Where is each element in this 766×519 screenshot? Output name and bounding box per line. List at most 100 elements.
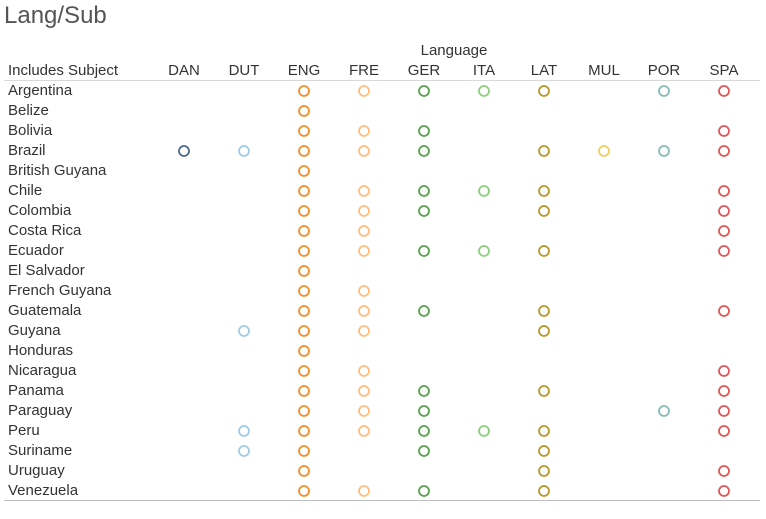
- mark-eng[interactable]: [298, 105, 310, 117]
- row-label: Venezuela: [8, 482, 79, 499]
- mark-eng[interactable]: [298, 365, 310, 377]
- mark-fre[interactable]: [358, 185, 370, 197]
- mark-eng[interactable]: [298, 325, 310, 337]
- mark-eng[interactable]: [298, 85, 310, 97]
- mark-spa[interactable]: [718, 225, 730, 237]
- mark-ger[interactable]: [418, 485, 430, 497]
- mark-eng[interactable]: [298, 345, 310, 357]
- mark-fre[interactable]: [358, 205, 370, 217]
- mark-ita[interactable]: [478, 245, 490, 257]
- column-label-dan: DAN: [168, 62, 200, 79]
- mark-ita[interactable]: [478, 425, 490, 437]
- mark-ger[interactable]: [418, 205, 430, 217]
- mark-spa[interactable]: [718, 145, 730, 157]
- mark-eng[interactable]: [298, 425, 310, 437]
- mark-lat[interactable]: [538, 485, 550, 497]
- mark-eng[interactable]: [298, 225, 310, 237]
- mark-eng[interactable]: [298, 245, 310, 257]
- mark-fre[interactable]: [358, 325, 370, 337]
- mark-spa[interactable]: [718, 245, 730, 257]
- mark-fre[interactable]: [358, 285, 370, 297]
- mark-eng[interactable]: [298, 125, 310, 137]
- mark-lat[interactable]: [538, 465, 550, 477]
- mark-fre[interactable]: [358, 365, 370, 377]
- mark-lat[interactable]: [538, 425, 550, 437]
- mark-eng[interactable]: [298, 465, 310, 477]
- mark-eng[interactable]: [298, 305, 310, 317]
- mark-eng[interactable]: [298, 485, 310, 497]
- mark-ger[interactable]: [418, 85, 430, 97]
- mark-eng[interactable]: [298, 385, 310, 397]
- mark-fre[interactable]: [358, 485, 370, 497]
- mark-lat[interactable]: [538, 325, 550, 337]
- mark-dut[interactable]: [238, 325, 250, 337]
- mark-fre[interactable]: [358, 305, 370, 317]
- mark-eng[interactable]: [298, 185, 310, 197]
- mark-ger[interactable]: [418, 425, 430, 437]
- row-label: Ecuador: [8, 242, 64, 259]
- mark-dan[interactable]: [178, 145, 190, 157]
- mark-spa[interactable]: [718, 365, 730, 377]
- row-label: Panama: [8, 382, 64, 399]
- mark-por[interactable]: [658, 405, 670, 417]
- mark-spa[interactable]: [718, 405, 730, 417]
- mark-ger[interactable]: [418, 305, 430, 317]
- mark-lat[interactable]: [538, 185, 550, 197]
- mark-ger[interactable]: [418, 245, 430, 257]
- mark-spa[interactable]: [718, 205, 730, 217]
- mark-por[interactable]: [658, 85, 670, 97]
- mark-ger[interactable]: [418, 125, 430, 137]
- mark-eng[interactable]: [298, 205, 310, 217]
- mark-spa[interactable]: [718, 485, 730, 497]
- mark-ger[interactable]: [418, 145, 430, 157]
- mark-dut[interactable]: [238, 445, 250, 457]
- row-label: El Salvador: [8, 262, 85, 279]
- mark-eng[interactable]: [298, 265, 310, 277]
- mark-spa[interactable]: [718, 385, 730, 397]
- mark-fre[interactable]: [358, 125, 370, 137]
- column-label-lat: LAT: [530, 62, 558, 79]
- mark-lat[interactable]: [538, 445, 550, 457]
- mark-fre[interactable]: [358, 405, 370, 417]
- mark-eng[interactable]: [298, 165, 310, 177]
- mark-spa[interactable]: [718, 305, 730, 317]
- mark-dut[interactable]: [238, 425, 250, 437]
- row-label: Guatemala: [8, 302, 82, 319]
- mark-ger[interactable]: [418, 445, 430, 457]
- mark-spa[interactable]: [718, 425, 730, 437]
- header-divider: [4, 80, 760, 81]
- mark-lat[interactable]: [538, 385, 550, 397]
- mark-fre[interactable]: [358, 85, 370, 97]
- mark-eng[interactable]: [298, 285, 310, 297]
- mark-fre[interactable]: [358, 245, 370, 257]
- mark-ger[interactable]: [418, 385, 430, 397]
- mark-ita[interactable]: [478, 85, 490, 97]
- mark-dut[interactable]: [238, 145, 250, 157]
- mark-fre[interactable]: [358, 225, 370, 237]
- row-label: Guyana: [8, 322, 61, 339]
- mark-ger[interactable]: [418, 185, 430, 197]
- mark-lat[interactable]: [538, 85, 550, 97]
- mark-lat[interactable]: [538, 305, 550, 317]
- mark-fre[interactable]: [358, 425, 370, 437]
- mark-eng[interactable]: [298, 145, 310, 157]
- mark-lat[interactable]: [538, 145, 550, 157]
- mark-lat[interactable]: [538, 205, 550, 217]
- mark-eng[interactable]: [298, 445, 310, 457]
- mark-por[interactable]: [658, 145, 670, 157]
- mark-ita[interactable]: [478, 185, 490, 197]
- mark-spa[interactable]: [718, 85, 730, 97]
- column-label-ger: GER: [407, 62, 441, 79]
- mark-fre[interactable]: [358, 385, 370, 397]
- mark-eng[interactable]: [298, 405, 310, 417]
- mark-mul[interactable]: [598, 145, 610, 157]
- mark-spa[interactable]: [718, 185, 730, 197]
- mark-fre[interactable]: [358, 145, 370, 157]
- mark-spa[interactable]: [718, 465, 730, 477]
- row-label: French Guyana: [8, 282, 112, 299]
- mark-spa[interactable]: [718, 125, 730, 137]
- mark-lat[interactable]: [538, 245, 550, 257]
- chart-title: Lang/Sub: [4, 2, 107, 29]
- mark-ger[interactable]: [418, 405, 430, 417]
